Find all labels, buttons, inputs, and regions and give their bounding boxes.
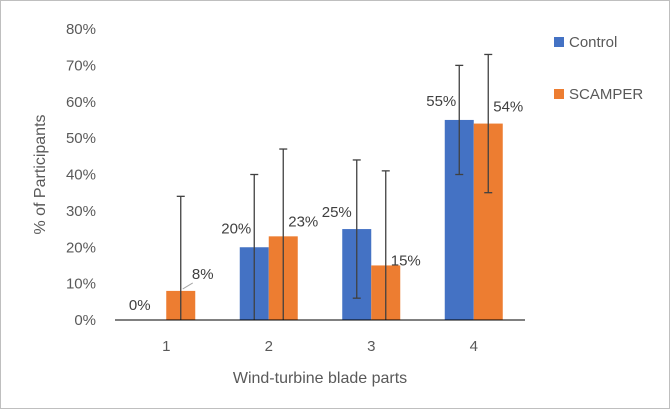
y-tick-label: 40% xyxy=(66,167,96,184)
y-axis-tick-labels: 0% 10% 20% 30% 40% 50% 60% 70% 80% xyxy=(66,21,96,329)
legend-label: Control xyxy=(569,34,617,51)
data-label: 23% xyxy=(288,213,318,230)
error-bar xyxy=(484,53,493,194)
x-tick-label: 1 xyxy=(162,338,170,355)
leader-lines-group xyxy=(182,282,194,290)
data-label: 55% xyxy=(426,93,456,110)
legend-swatch xyxy=(554,89,564,99)
data-labels-group: 0% 20% 25% 55% 8% 23% 15% 54% xyxy=(129,93,523,314)
data-label: 8% xyxy=(192,266,214,283)
y-tick-label: 60% xyxy=(66,94,96,111)
x-tick-label: 3 xyxy=(367,338,375,355)
y-axis-title: % of Participants xyxy=(32,114,49,234)
x-axis-title: Wind-turbine blade parts xyxy=(233,370,407,387)
data-label: 15% xyxy=(391,252,421,269)
error-bar xyxy=(455,64,464,176)
y-tick-label: 10% xyxy=(66,276,96,293)
legend: Control SCAMPER xyxy=(554,34,643,103)
error-bar xyxy=(279,148,288,320)
leader-line xyxy=(182,282,194,290)
y-tick-label: 0% xyxy=(74,312,96,329)
legend-item-control: Control xyxy=(554,34,617,51)
legend-label: SCAMPER xyxy=(569,86,643,103)
x-tick-label: 2 xyxy=(265,338,273,355)
y-tick-label: 30% xyxy=(66,203,96,220)
x-axis-tick-labels: 1 2 3 4 xyxy=(162,338,478,355)
error-bars-group xyxy=(176,53,493,320)
y-tick-label: 50% xyxy=(66,130,96,147)
data-label: 20% xyxy=(221,220,251,237)
data-label: 0% xyxy=(129,297,151,314)
data-label: 25% xyxy=(322,204,352,221)
data-label: 54% xyxy=(493,99,523,116)
legend-swatch xyxy=(554,37,564,47)
x-tick-label: 4 xyxy=(470,338,478,355)
y-tick-label: 70% xyxy=(66,57,96,74)
error-bar xyxy=(176,195,185,320)
legend-item-scamper: SCAMPER xyxy=(554,86,643,103)
error-bar xyxy=(250,173,259,320)
error-bar xyxy=(352,159,361,299)
y-tick-label: 20% xyxy=(66,239,96,256)
y-tick-label: 80% xyxy=(66,21,96,38)
error-bar xyxy=(381,170,390,320)
